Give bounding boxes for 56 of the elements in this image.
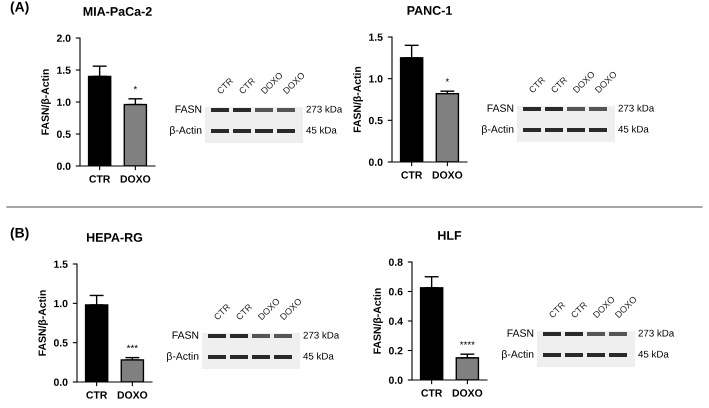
text: 273 kDa xyxy=(638,329,674,337)
text: (A) xyxy=(10,2,29,14)
chart-title: MIA-PaCa-2 xyxy=(84,7,152,16)
chart-title: HEPA-RG xyxy=(86,233,142,242)
y-tick-label: 2.0 xyxy=(56,34,71,42)
x-tick-label: DOXO xyxy=(118,391,148,399)
y-tick-label: 1.5 xyxy=(57,66,71,74)
y-tick-label: 1.0 xyxy=(369,75,383,83)
text: FASN xyxy=(508,329,534,337)
x-tick-label: DOXO xyxy=(432,171,462,179)
text: 273 kDa xyxy=(618,104,654,112)
text: FASN xyxy=(488,104,514,112)
y-axis-title: FASN/β-Actin xyxy=(353,66,363,132)
chart-title: HLF xyxy=(438,231,462,240)
text: 45 kDa xyxy=(638,350,669,358)
text: 273 kDa xyxy=(306,105,342,113)
y-tick-label: 0.0 xyxy=(388,376,403,384)
text: β-Actin xyxy=(482,125,514,135)
y-tick-label: 0.4 xyxy=(388,318,403,325)
y-axis-title: FASN/β-Actin xyxy=(38,290,48,356)
y-tick-label: 0.0 xyxy=(368,158,383,166)
chart-title: PANC-1 xyxy=(408,6,452,15)
text: FASN xyxy=(176,105,202,113)
y-tick-label: 1.5 xyxy=(369,34,383,41)
y-tick-label: 0.8 xyxy=(388,258,403,266)
text: 45 kDa xyxy=(303,352,334,360)
x-tick-label: CTR xyxy=(401,171,422,179)
y-tick-label: 0.5 xyxy=(54,339,68,347)
annotation: * xyxy=(446,78,450,82)
text: 273 kDa xyxy=(303,331,340,339)
annotation: * xyxy=(134,86,138,90)
annotation: **** xyxy=(460,341,475,345)
text: β-Actin xyxy=(502,350,534,360)
y-axis-title: FASN/β-Actin xyxy=(373,288,383,354)
y-tick-label: 1.0 xyxy=(54,300,68,308)
text: 45 kDa xyxy=(306,126,337,134)
text: (B) xyxy=(10,228,29,240)
y-tick-label: 0.6 xyxy=(388,288,403,296)
y-tick-label: 0.2 xyxy=(388,347,403,354)
text: 45 kDa xyxy=(618,125,649,133)
text: FASN xyxy=(172,331,198,339)
x-tick-label: DOXO xyxy=(452,389,482,397)
y-tick-label: 1.5 xyxy=(54,260,68,268)
x-tick-label: DOXO xyxy=(120,175,150,183)
x-tick-label: CTR xyxy=(421,389,442,397)
x-tick-label: CTR xyxy=(86,391,108,399)
y-axis-title: FASN/β-Actin xyxy=(41,69,51,135)
y-tick-label: 0.0 xyxy=(56,162,71,170)
text: β-Actin xyxy=(170,126,202,136)
text: β-Actin xyxy=(167,352,198,362)
y-tick-label: 0.0 xyxy=(54,378,68,386)
y-tick-label: 0.5 xyxy=(56,130,71,138)
y-tick-label: 0.5 xyxy=(368,116,383,124)
x-tick-label: CTR xyxy=(89,175,110,183)
y-tick-label: 1.0 xyxy=(57,98,71,106)
annotation: *** xyxy=(126,344,138,348)
